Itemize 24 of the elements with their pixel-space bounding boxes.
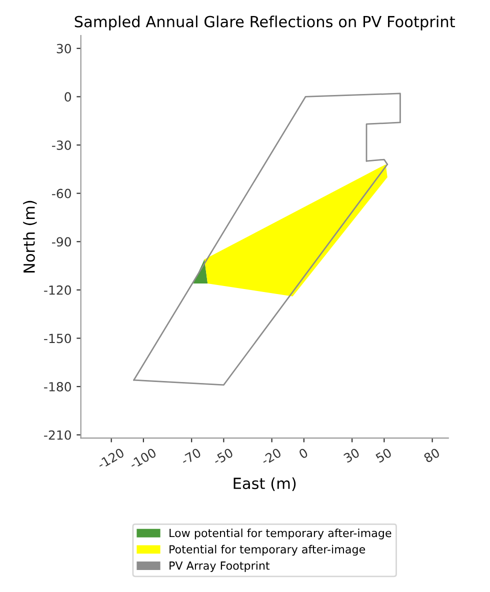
- y-tick-label: -150: [44, 334, 71, 344]
- y-tick-label: 30: [56, 44, 71, 54]
- x-tick-label: 0: [298, 448, 308, 460]
- x-axis-title: East (m): [234, 477, 296, 491]
- legend-label: Potential for temporary after-image: [170, 544, 366, 556]
- x-tick-label: -70: [180, 448, 202, 466]
- x-tick-label: -120: [96, 448, 125, 470]
- x-tick-label: 30: [343, 448, 360, 463]
- y-tick-label: 0: [64, 92, 71, 102]
- legend-label: PV Array Footprint: [170, 561, 270, 572]
- y-axis-title: North (m): [23, 200, 37, 272]
- y-tick-label: -90: [52, 237, 71, 247]
- y-tick-label: -30: [52, 140, 71, 150]
- y-tick-label: -210: [44, 430, 71, 440]
- legend-label: Low potential for temporary after-image: [170, 528, 392, 540]
- x-tick-label: -100: [128, 448, 157, 470]
- y-tick-label: -180: [44, 382, 71, 392]
- y-tick-label: -120: [44, 285, 71, 295]
- y-tick-label: -60: [52, 188, 71, 198]
- x-tick-label: 80: [423, 448, 440, 464]
- x-tick-label: 50: [375, 448, 392, 463]
- chart-title: Sampled Annual Glare Reflections on PV Footprint: [74, 16, 455, 30]
- x-tick-label: -50: [212, 448, 234, 466]
- x-tick-label: -20: [260, 448, 282, 466]
